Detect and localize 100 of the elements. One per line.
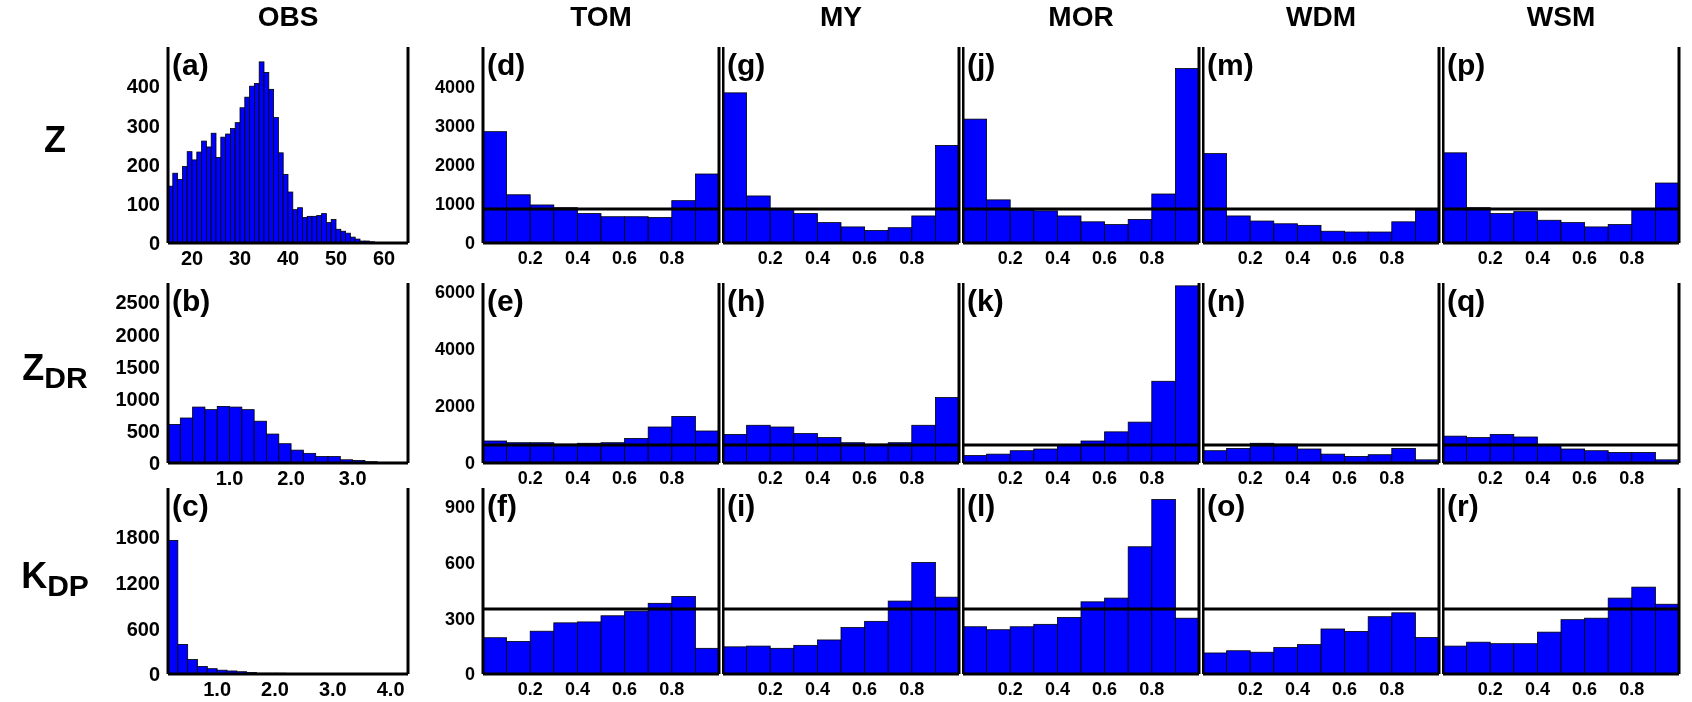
x-tick-label: 0.8	[1379, 247, 1405, 268]
x-tick-label: 0.8	[1619, 678, 1645, 699]
y-tick-label: 2000	[434, 154, 475, 175]
x-tick-label: 0.4	[1284, 467, 1310, 488]
x-tick-label: 0.4	[1524, 467, 1550, 488]
annotation: (i)	[727, 489, 756, 522]
x-tick-label: 20	[180, 247, 204, 270]
x-tick-label: 0.4	[1044, 467, 1070, 488]
annotation: (j)	[967, 48, 996, 81]
annotation: (r)	[1447, 489, 1479, 522]
x-tick-label: 0.8	[1139, 678, 1165, 699]
y-tick-label: 500	[126, 419, 160, 442]
y-tick-label: 1500	[115, 355, 160, 378]
y-tick-label: 0	[464, 664, 475, 685]
annotation: (l)	[967, 489, 996, 522]
x-tick-label: 0.2	[1477, 247, 1503, 268]
x-tick-label: 0.6	[612, 247, 638, 268]
x-tick-label: 4.0	[376, 678, 405, 701]
x-tick-label: 0.6	[1572, 467, 1598, 488]
y-tick-label: 1800	[115, 526, 160, 549]
x-tick-label: 0.4	[1044, 247, 1070, 268]
x-tick-label: 0.4	[564, 678, 590, 699]
x-tick-label: 0.2	[997, 467, 1023, 488]
annotation: (c)	[172, 489, 209, 522]
y-tick-label: 300	[126, 114, 160, 137]
y-tick-label: 0	[148, 232, 160, 255]
x-tick-label: 0.6	[1092, 467, 1118, 488]
x-tick-label: 0.8	[899, 247, 925, 268]
x-tick-label: 40	[276, 247, 300, 270]
x-tick-label: 1.0	[203, 678, 232, 701]
x-tick-label: 0.4	[1284, 678, 1310, 699]
x-tick-label: 0.6	[1332, 247, 1358, 268]
y-tick-label: 300	[444, 608, 475, 629]
y-tick-label: 100	[126, 192, 160, 215]
x-tick-label: 0.4	[564, 467, 590, 488]
annotation: (p)	[1447, 48, 1486, 81]
x-tick-label: 0.2	[517, 678, 543, 699]
x-tick-label: 60	[372, 247, 396, 270]
y-tick-label: 0	[464, 453, 475, 474]
chart-title: OBS	[256, 1, 320, 33]
x-tick-label: 0.2	[1477, 678, 1503, 699]
y-tick-label: 0	[148, 452, 160, 475]
x-tick-label: 2.0	[261, 678, 289, 701]
y-axis-title: K$_{DP}$	[20, 555, 90, 604]
x-tick-label: 0.6	[852, 247, 878, 268]
x-tick-label: 0.8	[1139, 247, 1165, 268]
x-tick-label: 0.4	[804, 247, 830, 268]
x-tick-label: 0.4	[1524, 678, 1550, 699]
chart-title: MOR	[1047, 1, 1115, 33]
x-tick-label: 0.6	[1572, 678, 1598, 699]
x-tick-label: 0.4	[1524, 247, 1550, 268]
x-tick-label: 0.6	[1092, 247, 1118, 268]
y-tick-label: 600	[444, 552, 475, 573]
x-tick-label: 0.2	[1237, 247, 1263, 268]
x-tick-label: 0.8	[1139, 467, 1165, 488]
x-tick-label: 0.6	[1332, 467, 1358, 488]
chart-title: WDM	[1285, 1, 1357, 33]
x-tick-label: 0.6	[612, 678, 638, 699]
y-tick-label: 200	[126, 153, 160, 176]
x-tick-label: 0.2	[1237, 467, 1263, 488]
x-tick-label: 0.6	[852, 467, 878, 488]
x-tick-label: 0.8	[1619, 467, 1645, 488]
x-tick-label: 0.2	[1237, 678, 1263, 699]
annotation: (n)	[1207, 284, 1246, 317]
y-tick-label: 2000	[115, 323, 160, 346]
y-tick-label: 2500	[115, 291, 160, 314]
y-tick-label: 0	[464, 233, 475, 254]
y-tick-label: 1000	[434, 194, 475, 215]
x-tick-label: 0.4	[1284, 247, 1310, 268]
annotation: (g)	[727, 48, 766, 81]
x-tick-label: 0.4	[804, 678, 830, 699]
x-tick-label: 0.6	[612, 467, 638, 488]
chart-title: WSM	[1525, 1, 1597, 33]
y-tick-label: 2000	[434, 396, 475, 417]
x-tick-label: 0.8	[899, 678, 925, 699]
x-tick-label: 30	[228, 247, 252, 270]
x-tick-label: 0.8	[1379, 678, 1405, 699]
y-axis-title: Z$_{DR}$	[21, 347, 89, 396]
x-tick-label: 2.0	[277, 467, 305, 490]
x-tick-label: 0.8	[899, 467, 925, 488]
x-tick-label: 0.8	[659, 467, 685, 488]
x-tick-label: 0.2	[757, 247, 783, 268]
x-tick-label: 0.4	[804, 467, 830, 488]
x-tick-label: 0.4	[564, 247, 590, 268]
x-tick-label: 0.6	[1092, 678, 1118, 699]
y-tick-label: 0	[148, 663, 160, 686]
x-tick-label: 0.2	[517, 467, 543, 488]
chart-title: TOM	[569, 1, 633, 33]
annotation: (h)	[727, 284, 766, 317]
y-tick-label: 400	[126, 75, 160, 98]
x-tick-label: 0.8	[659, 247, 685, 268]
y-tick-label: 600	[126, 617, 160, 640]
annotation: (o)	[1207, 489, 1246, 522]
annotation: (e)	[487, 284, 524, 317]
x-tick-label: 0.2	[517, 247, 543, 268]
x-tick-label: 0.4	[1044, 678, 1070, 699]
annotation: (k)	[967, 284, 1004, 317]
y-tick-label: 4000	[434, 76, 475, 97]
y-axis-title: Z	[43, 119, 67, 161]
x-tick-label: 3.0	[318, 678, 347, 701]
